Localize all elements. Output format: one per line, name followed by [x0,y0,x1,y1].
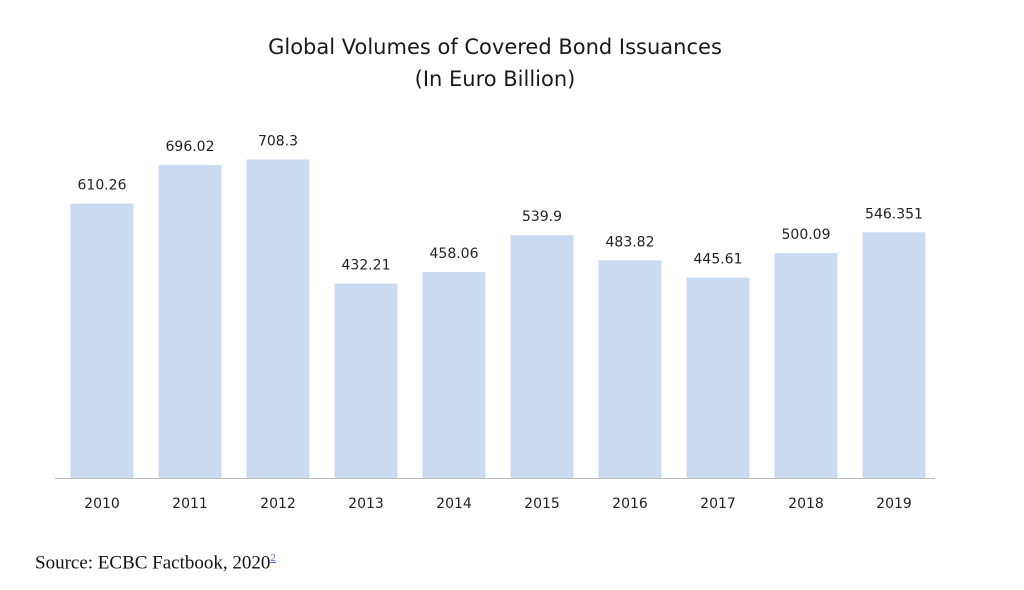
x-tick-2017: 2017 [700,496,736,512]
data-label-2019: 546.351 [865,206,923,222]
data-label-2018: 500.09 [782,227,831,243]
x-tick-2015: 2015 [524,496,560,512]
x-tick-2011: 2011 [172,496,208,512]
data-label-2013: 432.21 [342,258,391,274]
x-tick-2018: 2018 [788,496,824,512]
bar-2010 [70,203,134,478]
x-tick-2014: 2014 [436,496,472,512]
bar-2013 [334,283,398,478]
bar-2018 [774,253,838,478]
bar-2017 [686,277,750,478]
footnote-link[interactable]: 2 [270,552,276,564]
data-label-2011: 696.02 [166,139,215,155]
bar-2015 [510,235,574,478]
data-label-2012: 708.3 [258,134,298,150]
bar-2011 [158,165,222,478]
data-label-2017: 445.61 [694,252,743,268]
x-tick-2012: 2012 [260,496,296,512]
bar-2019 [862,232,926,478]
x-tick-2016: 2016 [612,496,648,512]
bar-2014 [422,272,486,478]
data-label-2016: 483.82 [606,234,655,250]
x-tick-2019: 2019 [876,496,912,512]
bar-2012 [246,159,310,478]
x-tick-2010: 2010 [84,496,120,512]
data-label-2010: 610.26 [78,178,127,194]
data-label-2015: 539.9 [522,209,562,225]
source-text: Source: ECBC Factbook, 2020 [35,552,271,574]
chart-title: Global Volumes of Covered Bond Issuances [268,35,722,59]
source-note: Source: ECBC Factbook, 20202 [35,552,276,574]
chart-subtitle: (In Euro Billion) [414,67,576,91]
bar-2016 [598,260,662,478]
data-label-2014: 458.06 [430,246,479,262]
bar-chart: 610.26 2010 696.02 2011 708.3 2012 432.21 2013 4… [55,134,935,512]
x-tick-2013: 2013 [348,496,384,512]
